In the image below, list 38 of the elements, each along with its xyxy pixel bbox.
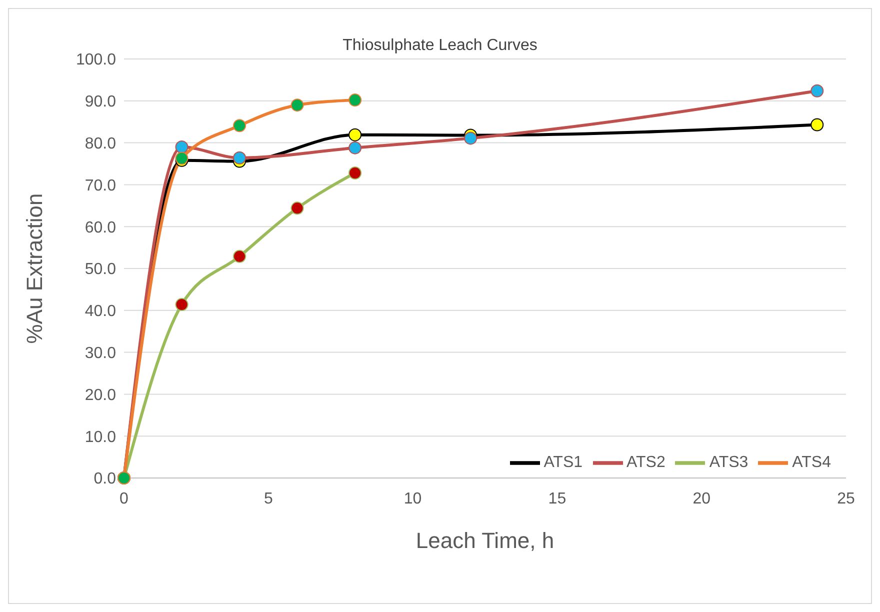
y-tick-label: 70.0: [84, 177, 116, 194]
legend-label: ATS4: [792, 454, 831, 472]
y-tick-label: 80.0: [84, 135, 116, 152]
chart-title: Thiosulphate Leach Curves: [342, 37, 538, 54]
x-tick-label: 25: [837, 490, 855, 508]
legend-label: ATS1: [544, 454, 583, 472]
point: [175, 140, 188, 154]
y-tick-label: 10.0: [84, 428, 116, 446]
point: [233, 119, 246, 132]
point: [233, 250, 246, 263]
legend-label: ATS2: [626, 454, 666, 472]
point: [175, 298, 188, 312]
x-tick-label: 20: [692, 490, 711, 508]
y-tick-label: 60.0: [84, 219, 116, 236]
point: [348, 128, 362, 142]
point: [290, 202, 304, 215]
x-tick-label: 10: [404, 490, 422, 508]
x-axis-title: Leach Time, h: [416, 528, 554, 553]
y-tick-label: 50.0: [84, 261, 116, 278]
point: [348, 94, 362, 107]
y-tick-label: 90.0: [84, 94, 116, 111]
y-axis-title: %Au Extraction: [22, 193, 47, 344]
point: [290, 98, 304, 112]
x-tick-label: 15: [548, 490, 566, 508]
point: [464, 132, 478, 145]
legend-label: ATS3: [709, 454, 748, 472]
y-tick-label: 0.0: [94, 470, 116, 488]
y-tick-label: 100.0: [76, 52, 116, 69]
y-tick-label: 30.0: [84, 344, 116, 362]
point: [810, 84, 824, 98]
x-tick-label: 0: [120, 490, 129, 508]
point: [233, 151, 246, 164]
y-tick-label: 20.0: [84, 386, 116, 404]
y-tick-label: 40.0: [84, 303, 116, 320]
point: [348, 166, 362, 180]
point: [810, 118, 824, 132]
point: [348, 141, 362, 154]
x-tick-label: 5: [264, 490, 273, 508]
